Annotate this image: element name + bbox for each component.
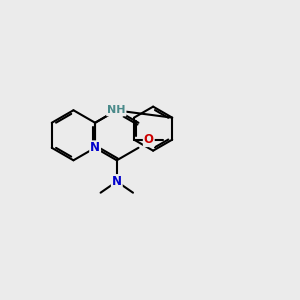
Text: NH: NH bbox=[107, 105, 126, 116]
Text: N: N bbox=[90, 141, 100, 154]
Text: N: N bbox=[112, 104, 122, 117]
Text: N: N bbox=[112, 175, 122, 188]
Text: O: O bbox=[144, 133, 154, 146]
